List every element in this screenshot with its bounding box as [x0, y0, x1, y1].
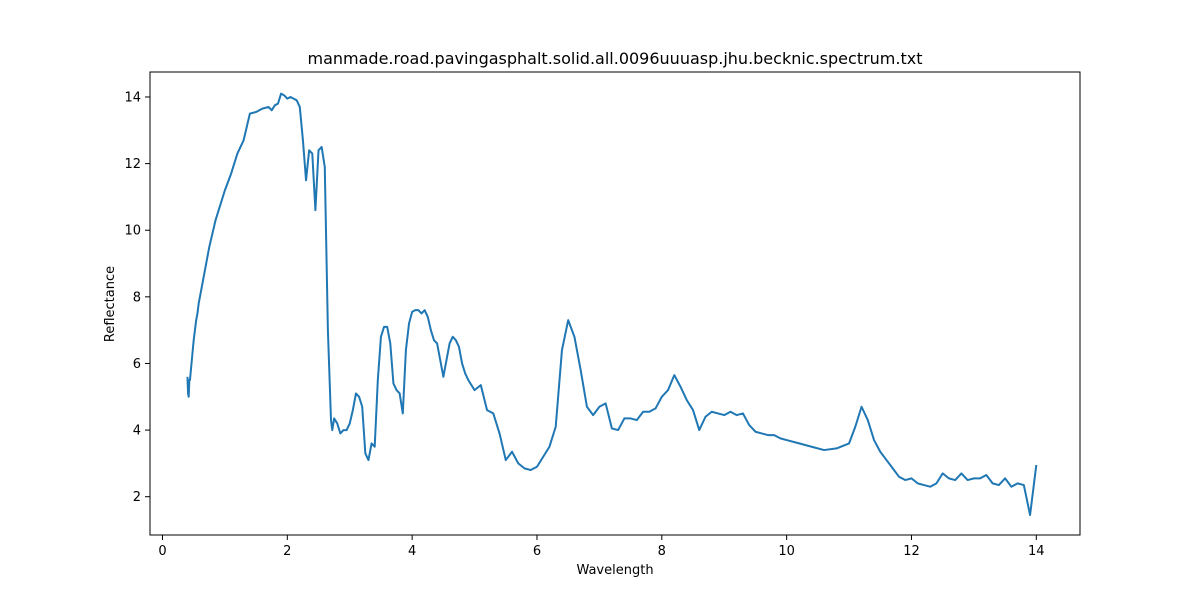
- y-tick-label: 6: [133, 357, 141, 372]
- x-tick-label: 14: [1028, 544, 1045, 559]
- y-tick-label: 4: [133, 424, 141, 439]
- x-tick-label: 8: [658, 544, 666, 559]
- y-axis-label: Reflectance: [103, 266, 118, 342]
- y-tick-label: 2: [133, 490, 141, 505]
- x-tick-label: 4: [408, 544, 416, 559]
- chart-title: manmade.road.pavingasphalt.solid.all.009…: [307, 49, 922, 68]
- y-tick-label: 14: [124, 90, 141, 105]
- y-tick-label: 8: [133, 290, 141, 305]
- plot-area: 0 2 4 6 8 10 12 14 2 4 6 8 10 12 14: [124, 71, 1081, 559]
- x-tick-label: 12: [903, 544, 920, 559]
- x-tick-label: 2: [283, 544, 291, 559]
- x-tick-label: 10: [778, 544, 795, 559]
- y-tick-label: 10: [124, 224, 141, 239]
- y-tick-label: 12: [124, 157, 141, 172]
- spectrum-line: [186, 92, 1038, 517]
- x-axis: 0 2 4 6 8 10 12 14: [158, 535, 1045, 559]
- x-tick-label: 6: [533, 544, 541, 559]
- x-tick-label: 0: [158, 544, 166, 559]
- plot-frame: [149, 71, 1081, 536]
- y-axis: 2 4 6 8 10 12 14: [124, 90, 150, 505]
- x-axis-label: Wavelength: [576, 563, 653, 578]
